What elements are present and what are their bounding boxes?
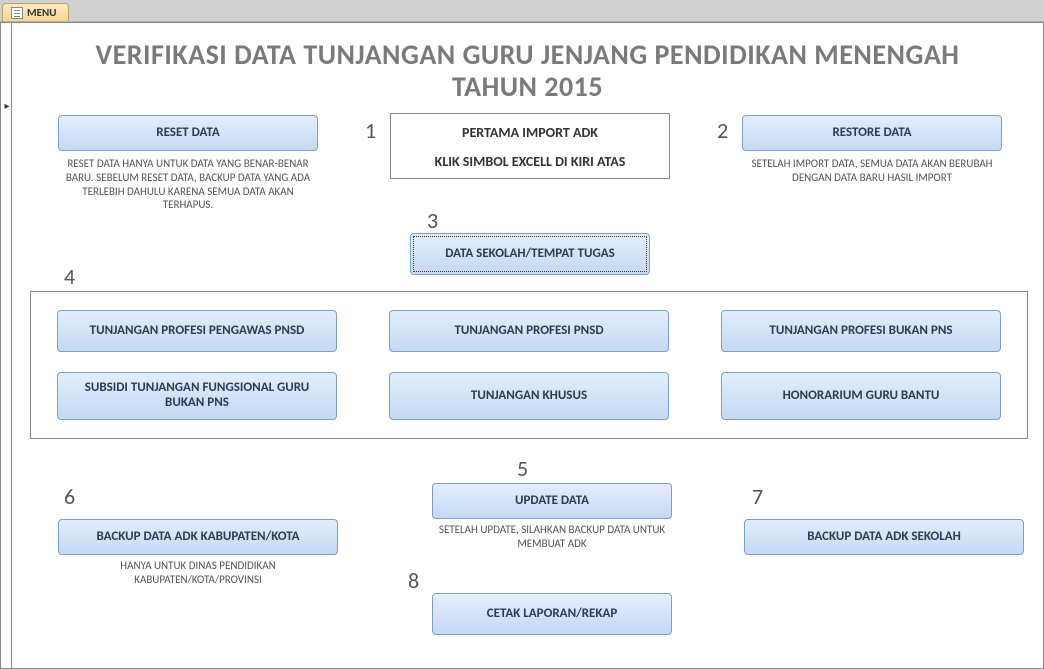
step-number-3: 3 xyxy=(427,207,438,234)
tab-label: MENU xyxy=(27,6,56,19)
step-number-4: 4 xyxy=(64,263,75,290)
tab-bar: MENU xyxy=(0,0,1044,22)
data-sekolah-label: DATA SEKOLAH/TEMPAT TUGAS xyxy=(445,247,615,262)
tunjangan-pengawas-pnsd-button[interactable]: TUNJANGAN PROFESI PENGAWAS PNSD xyxy=(57,310,337,352)
import-line1: PERTAMA IMPORT ADK xyxy=(395,124,665,141)
record-selector-icon[interactable]: ▸ xyxy=(2,99,12,113)
subsidi-fungsional-button[interactable]: SUBSIDI TUNJANGAN FUNGSIONAL GURU BUKAN … xyxy=(57,372,337,420)
title-line1: VERIFIKASI DATA TUNJANGAN GURU JENJANG P… xyxy=(12,39,1043,71)
data-sekolah-button[interactable]: DATA SEKOLAH/TEMPAT TUGAS xyxy=(410,233,650,275)
reset-data-button[interactable]: RESET DATA xyxy=(58,115,318,151)
reset-label: RESET DATA xyxy=(156,126,219,141)
backup-kabupaten-button[interactable]: BACKUP DATA ADK KABUPATEN/KOTA xyxy=(58,519,338,555)
page-title: VERIFIKASI DATA TUNJANGAN GURU JENJANG P… xyxy=(12,29,1043,103)
cetak-laporan-button[interactable]: CETAK LAPORAN/REKAP xyxy=(432,593,672,635)
step-number-7: 7 xyxy=(752,483,763,510)
honorarium-guru-bantu-button[interactable]: HONORARIUM GURU BANTU xyxy=(721,372,1001,420)
reset-description: RESET DATA HANYA UNTUK DATA YANG BENAR-B… xyxy=(58,157,318,212)
restore-label: RESTORE DATA xyxy=(832,126,911,141)
restore-data-button[interactable]: RESTORE DATA xyxy=(742,115,1002,151)
import-line2: KLIK SIMBOL EXCELL DI KIRI ATAS xyxy=(395,153,665,170)
detail-section: ▸ VERIFIKASI DATA TUNJANGAN GURU JENJANG… xyxy=(11,23,1043,668)
update-data-button[interactable]: UPDATE DATA xyxy=(432,483,672,519)
backup-sekolah-button[interactable]: BACKUP DATA ADK SEKOLAH xyxy=(744,519,1024,555)
restore-description: SETELAH IMPORT DATA, SEMUA DATA AKAN BER… xyxy=(732,157,1012,185)
import-instruction-box: PERTAMA IMPORT ADK KLIK SIMBOL EXCELL DI… xyxy=(390,113,670,179)
tunjangan-group: TUNJANGAN PROFESI PENGAWAS PNSD TUNJANGA… xyxy=(30,291,1028,439)
update-label: UPDATE DATA xyxy=(515,494,589,509)
backup-kab-label: BACKUP DATA ADK KABUPATEN/KOTA xyxy=(96,530,299,545)
step-number-5: 5 xyxy=(517,455,528,482)
step-number-8: 8 xyxy=(408,567,419,594)
backup-sek-label: BACKUP DATA ADK SEKOLAH xyxy=(807,530,961,545)
tunjangan-bukan-pns-button[interactable]: TUNJANGAN PROFESI BUKAN PNS xyxy=(721,310,1001,352)
tunjangan-profesi-pnsd-button[interactable]: TUNJANGAN PROFESI PNSD xyxy=(389,310,669,352)
tunjangan-khusus-button[interactable]: TUNJANGAN KHUSUS xyxy=(389,372,669,420)
form-icon xyxy=(11,7,23,19)
step-number-6: 6 xyxy=(64,483,75,510)
update-description: SETELAH UPDATE, SILAHKAN BACKUP DATA UNT… xyxy=(422,523,682,551)
cetak-label: CETAK LAPORAN/REKAP xyxy=(487,607,618,622)
step-number-1: 1 xyxy=(365,117,376,144)
form-body: ▸ VERIFIKASI DATA TUNJANGAN GURU JENJANG… xyxy=(0,22,1044,669)
title-line2: TAHUN 2015 xyxy=(12,71,1043,103)
backup-kab-description: HANYA UNTUK DINAS PENDIDIKAN KABUPATEN/K… xyxy=(58,559,338,587)
tab-menu[interactable]: MENU xyxy=(2,3,69,21)
step-number-2: 2 xyxy=(717,117,728,144)
